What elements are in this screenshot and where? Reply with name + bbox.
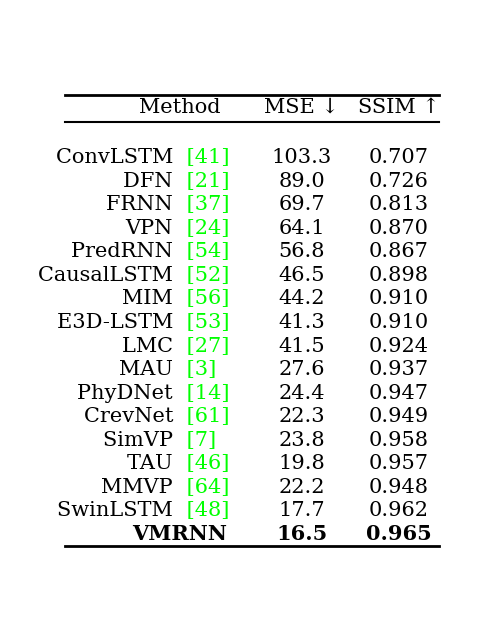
Text: 103.3: 103.3 [272,148,332,167]
Text: DFN: DFN [123,172,180,191]
Text: [52]: [52] [180,266,229,285]
Text: MIM: MIM [123,289,180,309]
Text: MMVP: MMVP [101,478,180,497]
Text: SwinLSTM: SwinLSTM [58,501,180,520]
Text: 22.2: 22.2 [278,478,325,497]
Text: FRNN: FRNN [106,195,180,214]
Text: 56.8: 56.8 [278,243,325,261]
Text: 0.867: 0.867 [369,243,429,261]
Text: [37]: [37] [180,195,229,214]
Text: 0.947: 0.947 [369,384,429,403]
Text: [21]: [21] [180,172,229,191]
Text: 0.813: 0.813 [369,195,429,214]
Text: 64.1: 64.1 [278,219,325,238]
Text: [41]: [41] [180,148,229,167]
Text: 0.958: 0.958 [369,431,429,450]
Text: 17.7: 17.7 [278,501,325,520]
Text: ConvLSTM: ConvLSTM [56,148,180,167]
Text: SSIM ↑: SSIM ↑ [358,98,440,117]
Text: CrevNet: CrevNet [84,407,180,426]
Text: 41.5: 41.5 [278,336,325,355]
Text: [48]: [48] [180,501,229,520]
Text: [24]: [24] [180,219,229,238]
Text: 89.0: 89.0 [278,172,325,191]
Text: 41.3: 41.3 [278,313,325,332]
Text: [64]: [64] [180,478,229,497]
Text: 19.8: 19.8 [278,454,325,473]
Text: MSE ↓: MSE ↓ [264,98,339,117]
Text: [61]: [61] [180,407,229,426]
Text: 0.924: 0.924 [369,336,429,355]
Text: PredRNN: PredRNN [71,243,180,261]
Text: 0.962: 0.962 [369,501,429,520]
Text: [7]: [7] [180,431,216,450]
Text: 0.910: 0.910 [369,289,429,309]
Text: Method: Method [139,98,220,117]
Text: 16.5: 16.5 [276,524,327,544]
Text: [46]: [46] [180,454,229,473]
Text: VMRNN: VMRNN [132,524,227,544]
Text: 0.870: 0.870 [369,219,429,238]
Text: CausalLSTM: CausalLSTM [38,266,180,285]
Text: TAU: TAU [127,454,180,473]
Text: MAU: MAU [119,360,180,379]
Text: [53]: [53] [180,313,229,332]
Text: [56]: [56] [180,289,229,309]
Text: SimVP: SimVP [103,431,180,450]
Text: 0.965: 0.965 [366,524,432,544]
Text: [14]: [14] [180,384,229,403]
Text: 0.949: 0.949 [369,407,429,426]
Text: 23.8: 23.8 [278,431,325,450]
Text: E3D-LSTM: E3D-LSTM [57,313,180,332]
Text: 27.6: 27.6 [278,360,325,379]
Text: [54]: [54] [180,243,229,261]
Text: LMC: LMC [122,336,180,355]
Text: 46.5: 46.5 [278,266,325,285]
Text: 0.707: 0.707 [369,148,429,167]
Text: [3]: [3] [180,360,216,379]
Text: 0.898: 0.898 [369,266,429,285]
Text: 69.7: 69.7 [278,195,325,214]
Text: 0.948: 0.948 [369,478,429,497]
Text: 0.937: 0.937 [369,360,429,379]
Text: VPN: VPN [125,219,180,238]
Text: 0.726: 0.726 [369,172,429,191]
Text: 44.2: 44.2 [278,289,325,309]
Text: 0.910: 0.910 [369,313,429,332]
Text: 22.3: 22.3 [278,407,325,426]
Text: 0.957: 0.957 [369,454,429,473]
Text: 24.4: 24.4 [278,384,325,403]
Text: PhyDNet: PhyDNet [77,384,180,403]
Text: [27]: [27] [180,336,229,355]
